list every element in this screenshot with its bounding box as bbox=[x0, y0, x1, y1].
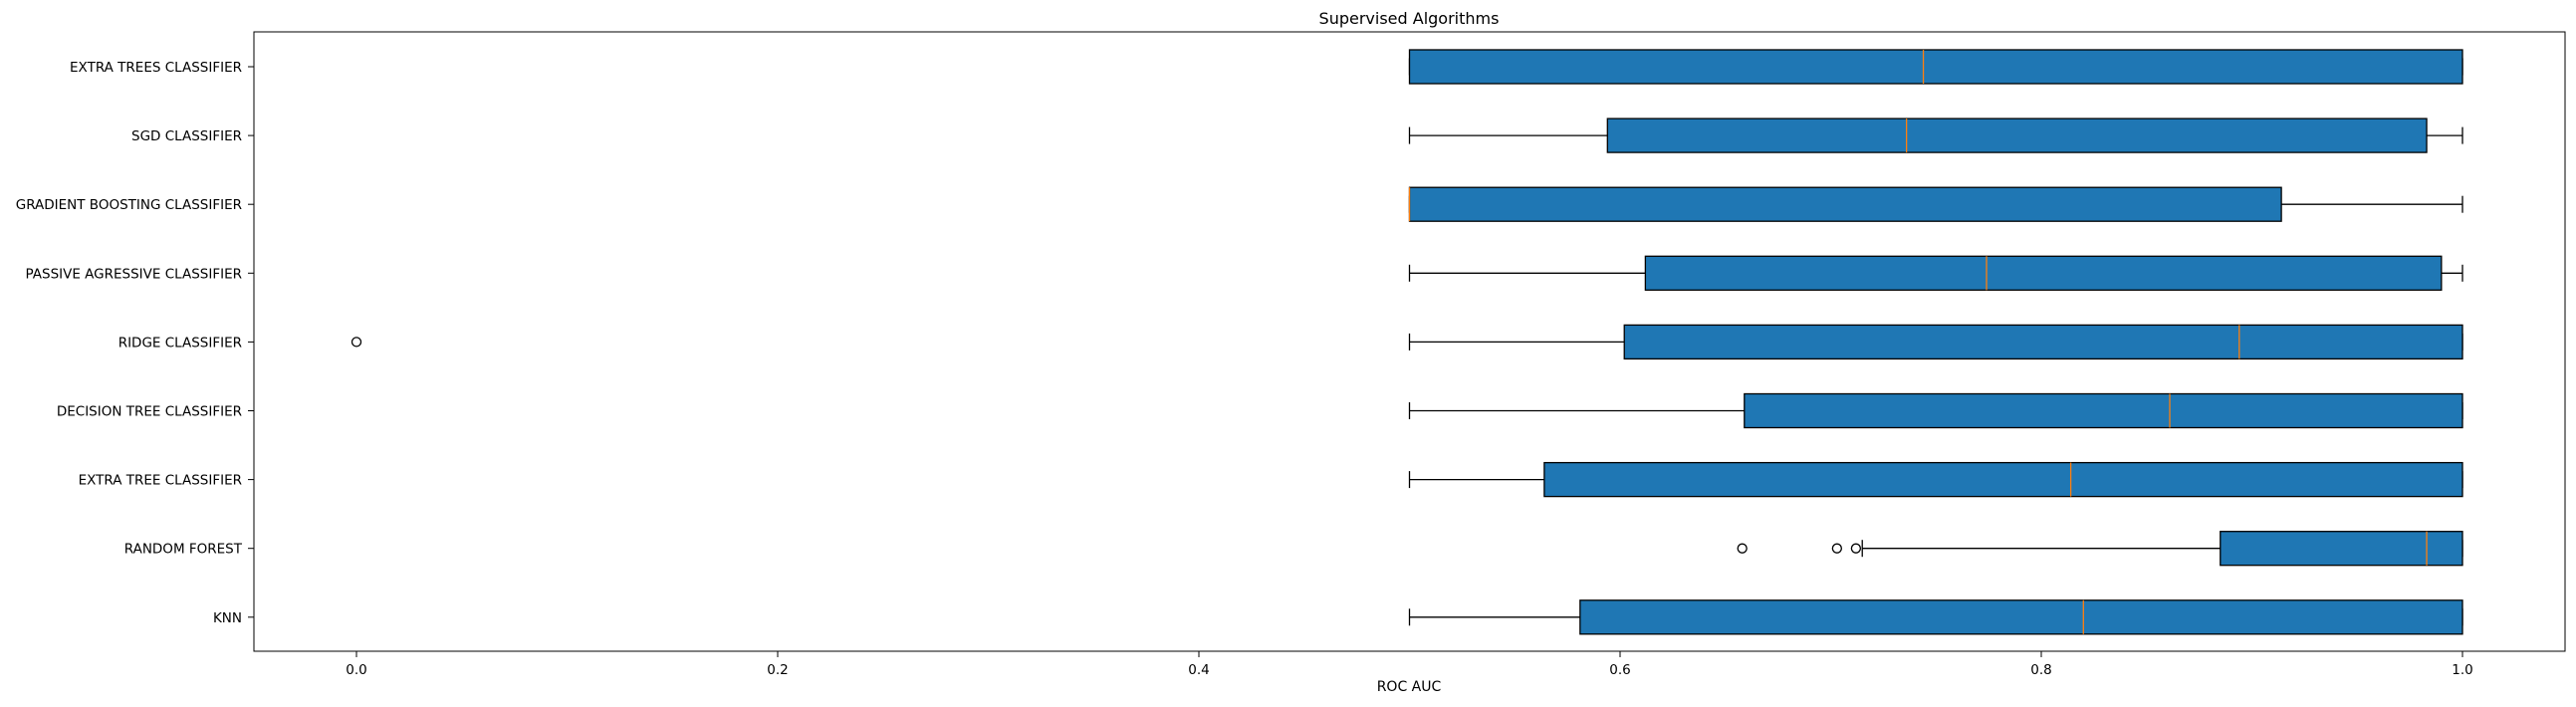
y-tick-label: GRADIENT BOOSTING CLASSIFIER bbox=[16, 197, 242, 213]
iqr-box bbox=[1606, 118, 2428, 153]
x-axis: 0.0 0.2 0.4 0.6 0.8 1.0 bbox=[346, 651, 2473, 678]
outlier-point bbox=[1831, 543, 1842, 554]
iqr-box bbox=[1623, 324, 2463, 360]
box-group bbox=[1408, 118, 2463, 153]
box-group bbox=[1408, 255, 2463, 291]
x-axis-label: ROC AUC bbox=[1377, 679, 1442, 695]
chart-marks bbox=[351, 49, 2463, 635]
iqr-box bbox=[1644, 255, 2443, 291]
box-group bbox=[1408, 392, 2463, 429]
box-group bbox=[1408, 49, 2463, 85]
y-tick-label: EXTRA TREE CLASSIFIER bbox=[79, 473, 242, 489]
y-tick-label: SGD CLASSIFIER bbox=[131, 128, 242, 144]
x-tick-label: 1.0 bbox=[2452, 662, 2472, 678]
y-tick-label: KNN bbox=[213, 610, 242, 626]
iqr-box bbox=[2220, 531, 2463, 567]
y-tick-label: RANDOM FOREST bbox=[124, 542, 243, 558]
outlier-point bbox=[1737, 543, 1748, 554]
x-tick-label: 0.2 bbox=[767, 662, 788, 678]
box-group bbox=[1408, 599, 2463, 635]
outlier-point bbox=[351, 337, 362, 348]
iqr-box bbox=[1408, 186, 2282, 222]
y-tick-label: RIDGE CLASSIFIER bbox=[118, 335, 242, 351]
box-group bbox=[1408, 186, 2463, 222]
box-group bbox=[351, 324, 2463, 360]
iqr-box bbox=[1744, 392, 2463, 429]
x-tick-label: 0.4 bbox=[1188, 662, 1209, 678]
box-group bbox=[1737, 531, 2463, 567]
chart-title: Supervised Algorithms bbox=[1319, 9, 1500, 28]
y-tick-label: EXTRA TREES CLASSIFIER bbox=[70, 60, 242, 76]
outlier-point bbox=[1850, 543, 1862, 554]
x-tick-label: 0.6 bbox=[1609, 662, 1630, 678]
x-tick-label: 0.0 bbox=[346, 662, 366, 678]
x-tick-label: 0.8 bbox=[2030, 662, 2051, 678]
iqr-box bbox=[1408, 49, 2463, 85]
y-tick-label: DECISION TREE CLASSIFIER bbox=[57, 404, 242, 420]
iqr-box bbox=[1543, 461, 2463, 498]
iqr-box bbox=[1579, 599, 2463, 635]
y-axis: EXTRA TREES CLASSIFIER SGD CLASSIFIER GRAD… bbox=[16, 60, 254, 626]
box-group bbox=[1408, 461, 2463, 498]
y-tick-label: PASSIVE AGRESSIVE CLASSIFIER bbox=[25, 266, 242, 282]
